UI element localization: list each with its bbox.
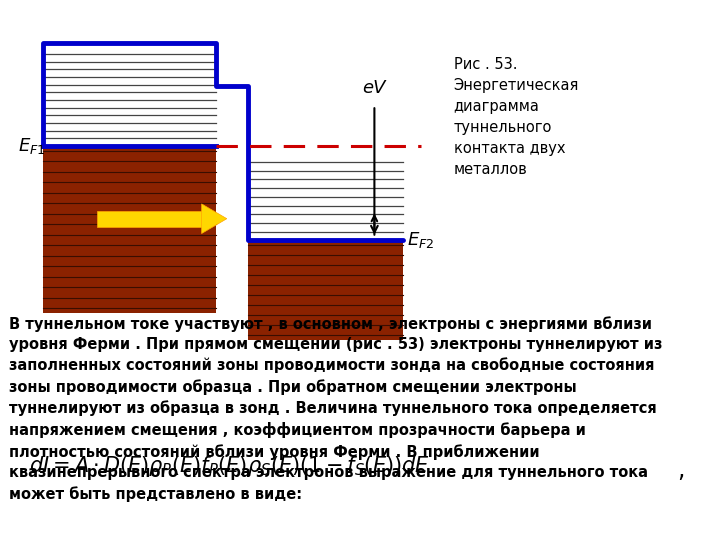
Text: Рис . 53.
Энергетическая
диаграмма
туннельного
контакта двух
металлов: Рис . 53. Энергетическая диаграмма тунне…: [454, 57, 579, 177]
Text: $dI = A \cdot D(E)\rho_P(E)f_P(E)\rho_S(E)(1 - f_S(E))dE$: $dI = A \cdot D(E)\rho_P(E)f_P(E)\rho_S(…: [29, 454, 430, 478]
Text: $E_{F1}$: $E_{F1}$: [18, 136, 45, 156]
Bar: [248, 240, 403, 340]
Polygon shape: [202, 204, 227, 233]
Text: eV: eV: [363, 79, 386, 97]
Text: В туннельном токе участвуют , в основном , электроны с энергиями вблизи
уровня Ф: В туннельном токе участвуют , в основном…: [9, 316, 662, 502]
Text: $E_{F2}$: $E_{F2}$: [407, 230, 434, 251]
Bar: [43, 146, 216, 313]
Polygon shape: [97, 211, 202, 227]
Text: ,: ,: [677, 458, 684, 482]
